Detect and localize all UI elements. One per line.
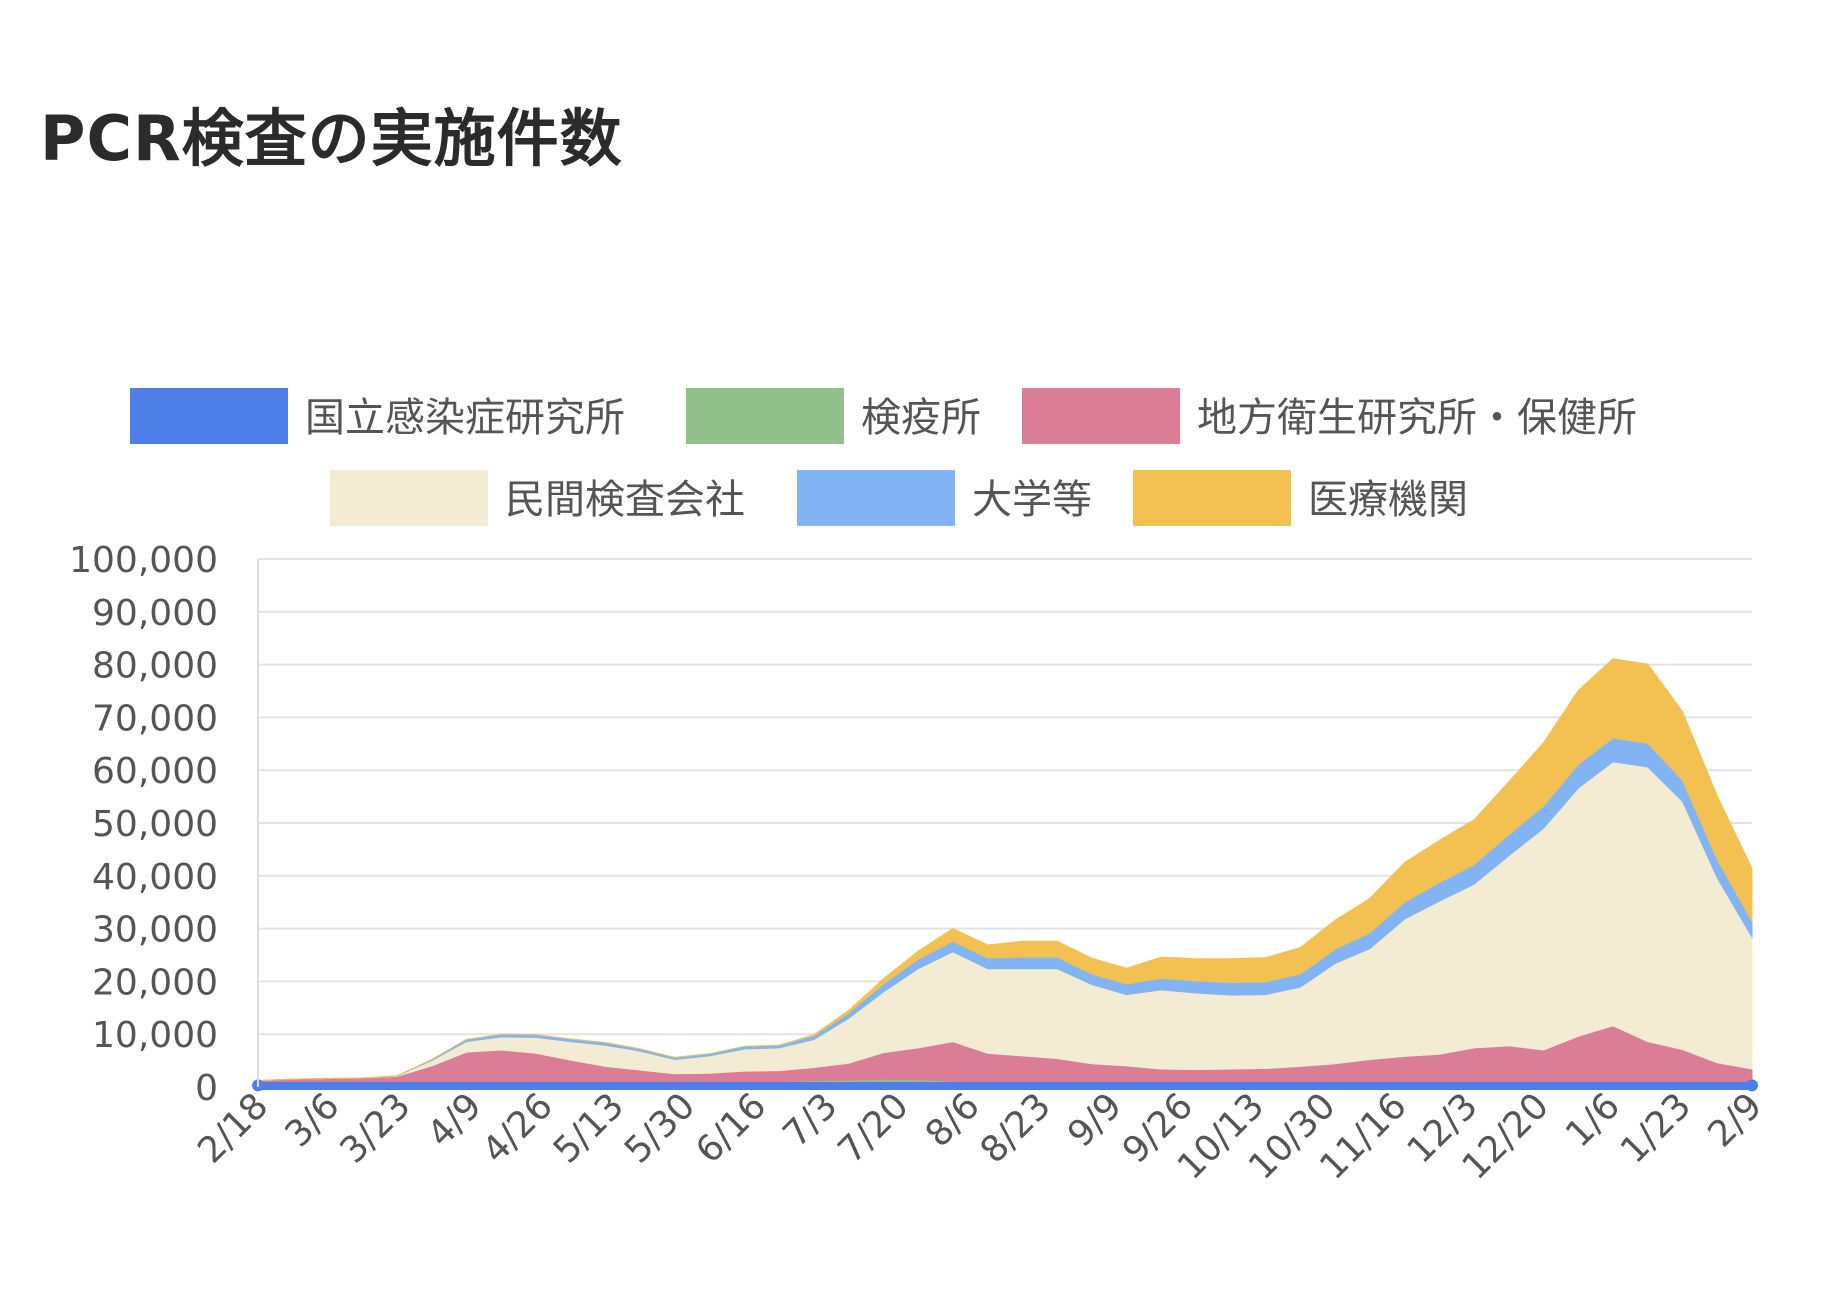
legend-label: 大学等 [972, 477, 1092, 523]
y-tick-label: 100,000 [69, 540, 218, 581]
y-tick-label: 10,000 [92, 1015, 218, 1056]
page-title: PCR検査の実施件数 [40, 102, 623, 175]
legend-swatch [797, 470, 955, 526]
x-tick-label: 4/26 [475, 1085, 561, 1171]
legend-label: 検疫所 [861, 395, 981, 441]
legend-swatch [1133, 470, 1291, 526]
chart-series-areas [252, 658, 1758, 1092]
x-tick-label: 5/30 [617, 1085, 703, 1171]
legend-label: 民間検査会社 [505, 477, 745, 523]
y-tick-label: 50,000 [92, 804, 218, 845]
y-tick-label: 40,000 [92, 857, 218, 898]
x-tick-label: 5/13 [546, 1085, 632, 1171]
legend-label: 地方衛生研究所・保健所 [1197, 395, 1637, 441]
y-tick-label: 90,000 [92, 593, 218, 634]
x-tick-label: 7/20 [830, 1085, 916, 1171]
x-tick-label: 8/23 [973, 1085, 1059, 1171]
y-tick-label: 20,000 [92, 962, 218, 1003]
y-axis-tick-labels: 0 10,000 20,000 30,000 40,000 50,000 60,000 70,… [69, 540, 218, 1109]
legend-label: 医療機関 [1308, 477, 1468, 523]
x-tick-label: 6/16 [688, 1085, 774, 1171]
legend-swatch [686, 388, 844, 444]
legend-swatch [130, 388, 288, 444]
y-tick-label: 60,000 [92, 751, 218, 792]
y-tick-label: 30,000 [92, 910, 218, 951]
x-tick-label: 3/23 [332, 1085, 418, 1171]
series-end-point [1746, 1079, 1758, 1092]
y-tick-label: 0 [195, 1068, 218, 1109]
legend-swatch [1022, 388, 1180, 444]
x-axis-tick-labels: 2/18 3/63/23 4/94/265/135/306/16 7/37/20 8/6… [190, 1085, 1770, 1187]
y-tick-label: 80,000 [92, 646, 218, 687]
legend-swatch [330, 470, 488, 526]
series-area [257, 658, 1753, 1082]
x-tick-label: 1/23 [1613, 1085, 1699, 1171]
legend-label: 国立感染症研究所 [305, 395, 625, 441]
y-tick-label: 70,000 [92, 698, 218, 739]
x-tick-label: 2/9 [1700, 1085, 1770, 1155]
